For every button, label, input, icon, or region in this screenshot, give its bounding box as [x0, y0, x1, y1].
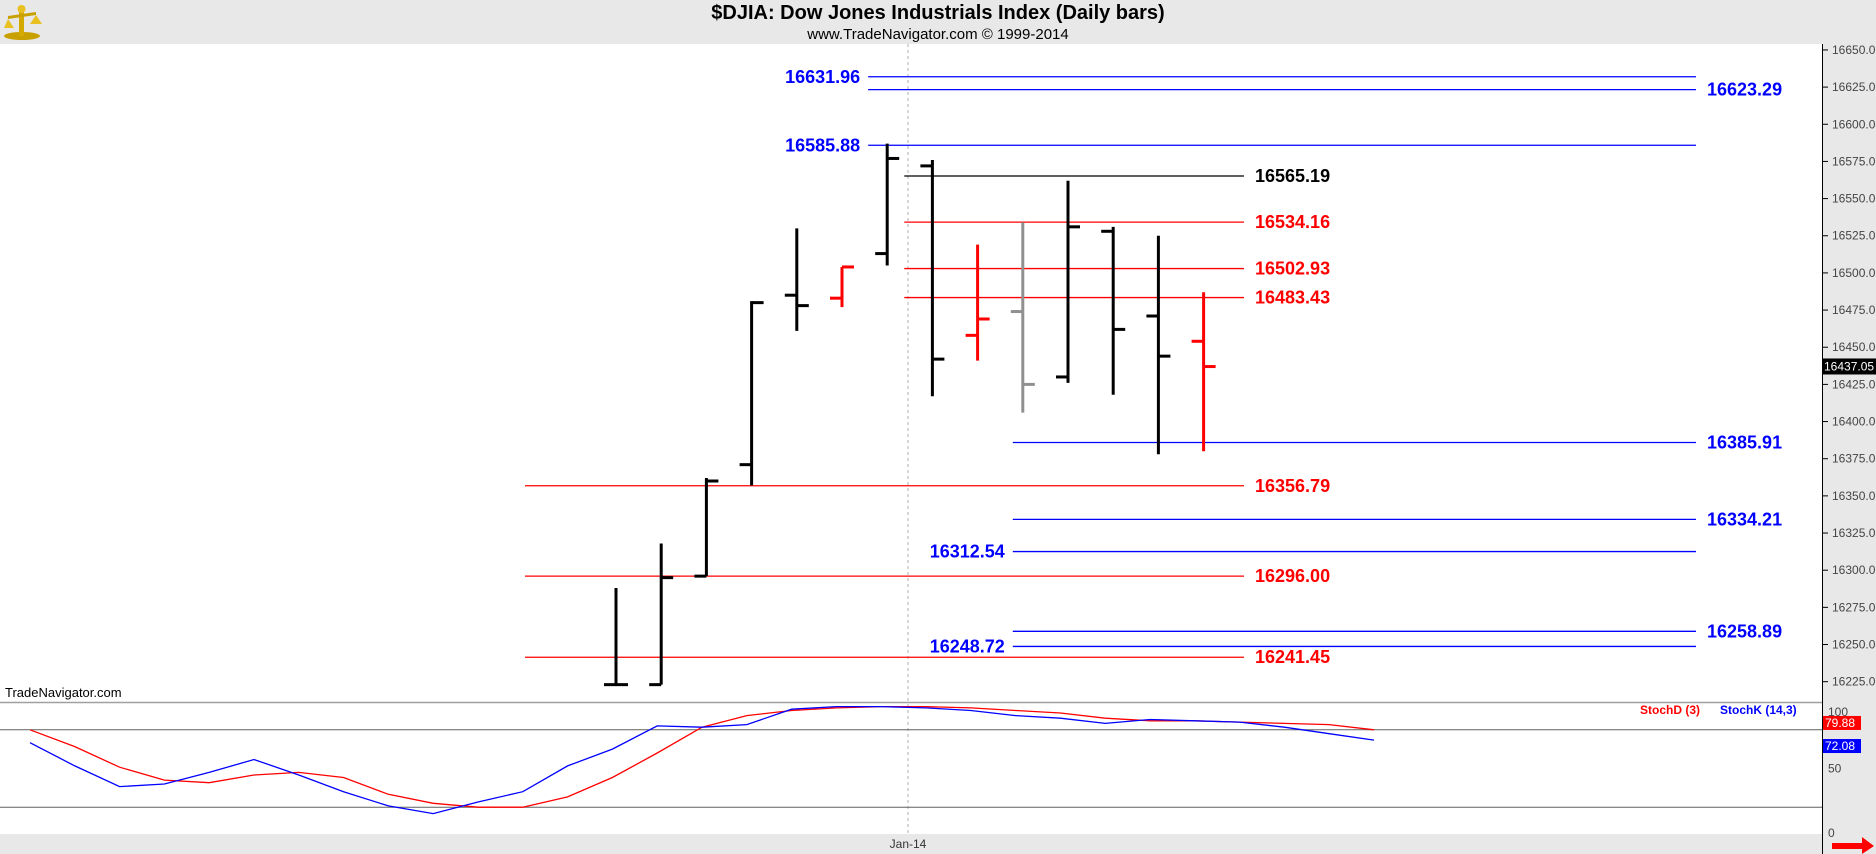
stoch-d-last-label: 79.88	[1825, 716, 1855, 730]
stoch-k-last-box	[1823, 739, 1861, 754]
watermark-text: TradeNavigator.com	[5, 685, 122, 700]
price-axis-tick-label: 16275.0	[1832, 600, 1876, 614]
ohlc-bar[interactable]	[649, 543, 674, 687]
scroll-right-arrow-icon[interactable]	[1832, 837, 1874, 854]
price-axis-tick-label: 16550.0	[1832, 192, 1876, 206]
date-axis-label: Jan-14	[890, 837, 927, 851]
price-axis-tick-label: 16225.0	[1832, 675, 1876, 689]
level-label: 16623.29	[1707, 80, 1782, 100]
price-axis-tick-label: 16425.0	[1832, 377, 1876, 391]
ohlc-bar[interactable]	[694, 478, 719, 578]
level-label: 16296.00	[1255, 566, 1330, 586]
ohlc-bar[interactable]	[875, 143, 900, 266]
level-label: 16312.54	[930, 542, 1005, 562]
price-axis-tick-label: 16300.0	[1832, 563, 1876, 577]
level-label: 16248.72	[930, 636, 1005, 656]
level-label: 16258.89	[1707, 621, 1782, 641]
date-axis-panel	[0, 834, 1822, 854]
stochastic-pane	[0, 704, 1822, 834]
chart-title: $DJIA: Dow Jones Industrials Index (Dail…	[711, 2, 1165, 24]
price-axis-tick-label: 16375.0	[1832, 452, 1876, 466]
ohlc-bar[interactable]	[1191, 292, 1216, 452]
price-axis-tick-label: 16400.0	[1832, 415, 1876, 429]
stoch-d-last-box	[1823, 715, 1861, 730]
price-axis-tick-label: 16350.0	[1832, 489, 1876, 503]
last-price-label: 16437.05	[1824, 359, 1874, 373]
level-label: 16631.96	[785, 67, 860, 87]
level-label: 16356.79	[1255, 476, 1330, 496]
ohlc-bar[interactable]	[784, 228, 809, 331]
stoch-k-last-label: 72.08	[1825, 739, 1855, 753]
price-axis-tick-label: 16500.0	[1832, 266, 1876, 280]
ohlc-bar[interactable]	[1101, 226, 1126, 395]
price-axis-tick-label: 16625.0	[1832, 80, 1876, 94]
stochastic-series-line[interactable]	[29, 705, 1375, 815]
level-label: 16534.16	[1255, 212, 1330, 232]
level-label: 16502.93	[1255, 259, 1330, 279]
price-axis-tick-label: 16600.0	[1832, 117, 1876, 131]
price-axis-tick-label: 16325.0	[1832, 526, 1876, 540]
price-axis-tick-label: 16525.0	[1832, 229, 1876, 243]
stochastic-axis-tick-label: 100	[1828, 705, 1848, 719]
ohlc-bar[interactable]	[604, 588, 628, 687]
level-label: 16241.45	[1255, 647, 1330, 667]
price-axis-tick-label: 16575.0	[1832, 154, 1876, 168]
ohlc-bar[interactable]	[739, 301, 764, 486]
ohlc-bar[interactable]	[1146, 235, 1171, 455]
ohlc-bar[interactable]	[965, 244, 990, 361]
ohlc-bar[interactable]	[1056, 180, 1080, 383]
chart-header: $DJIA: Dow Jones Industrials Index (Dail…	[0, 0, 1876, 44]
price-axis-tick-label: 16475.0	[1832, 303, 1876, 317]
level-label: 16334.21	[1707, 509, 1782, 529]
ohlc-bar[interactable]	[920, 159, 945, 397]
stochastic-axis-tick-label: 50	[1828, 762, 1842, 776]
stochastic-legend-item: StochD (3)	[1640, 703, 1700, 717]
trade-navigator-logo-icon	[4, 5, 42, 40]
ohlc-bar[interactable]	[1010, 222, 1035, 413]
price-axis-tick-label: 16450.0	[1832, 340, 1876, 354]
level-label: 16483.43	[1255, 288, 1330, 308]
level-label: 16565.19	[1255, 166, 1330, 186]
stochastic-axis-tick-label: 0	[1828, 826, 1835, 840]
ohlc-bar[interactable]	[830, 265, 854, 308]
level-label: 16585.88	[785, 135, 860, 155]
level-label: 16385.91	[1707, 432, 1782, 452]
last-price-box	[1822, 358, 1876, 375]
price-axis-tick-label: 16250.0	[1832, 638, 1876, 652]
price-pane	[0, 44, 1822, 701]
chart-subtitle: www.TradeNavigator.com © 1999-2014	[807, 26, 1069, 43]
stochastic-legend-item: StochK (14,3)	[1720, 703, 1797, 717]
price-axis-tick-label: 16650.0	[1832, 43, 1876, 57]
